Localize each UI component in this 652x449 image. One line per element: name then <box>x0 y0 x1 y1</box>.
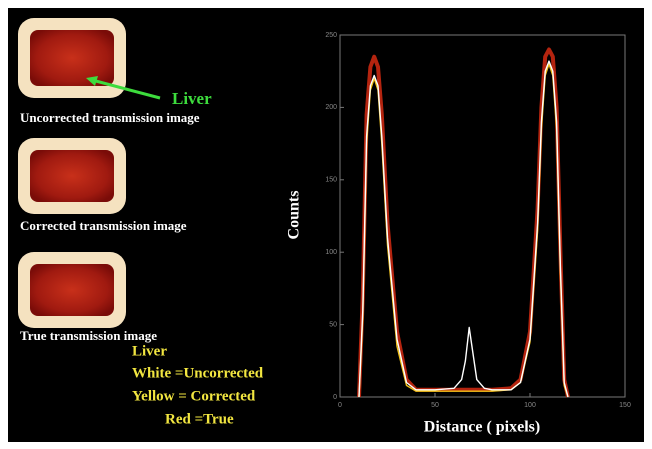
y-tick-label: 50 <box>329 321 337 328</box>
legend-entry: White =Uncorrected <box>132 365 264 381</box>
legend-title: Liver <box>132 343 167 359</box>
y-tick-label: 250 <box>325 32 337 39</box>
y-tick-label: 200 <box>325 104 337 111</box>
annotation: Liver <box>172 89 212 108</box>
x-tick-label: 0 <box>338 402 342 409</box>
caption: True transmission image <box>20 328 157 343</box>
x-tick-label: 50 <box>431 402 439 409</box>
caption: Uncorrected transmission image <box>20 110 200 125</box>
x-axis-label: Distance ( pixels) <box>424 419 540 436</box>
image-panel <box>18 252 126 328</box>
y-axis-label: Counts <box>286 191 303 240</box>
y-tick-label: 0 <box>333 394 337 401</box>
image-panel <box>18 138 126 214</box>
figure: Liver Uncorrected transmission image Cor… <box>0 0 652 449</box>
x-tick-label: 100 <box>524 402 536 409</box>
caption: Corrected transmission image <box>20 218 187 233</box>
y-tick-label: 150 <box>325 177 337 184</box>
legend-entry: Yellow = Corrected <box>132 388 256 404</box>
y-tick-label: 100 <box>325 249 337 256</box>
x-tick-label: 150 <box>619 402 631 409</box>
legend-entry: Red =True <box>165 411 234 427</box>
